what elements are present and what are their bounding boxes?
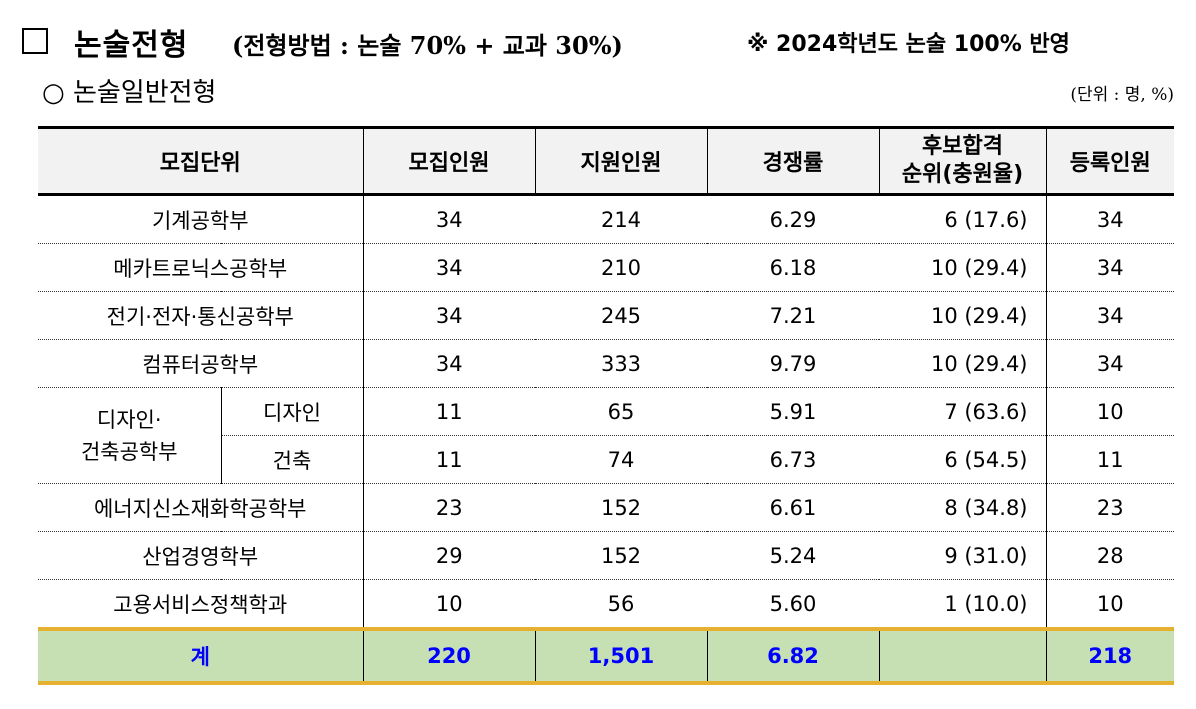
- table-row: 에너지신소재화학공학부 23 152 6.61 8 (34.8) 23: [38, 483, 1174, 532]
- table-row: 산업경영학부 29 152 5.24 9 (31.0) 28: [38, 531, 1174, 580]
- cell-applicants: 152: [535, 531, 707, 580]
- cell-unit-name: 에너지신소재화학공학부: [38, 483, 363, 532]
- cell-group-name: 디자인· 건축공학부: [38, 387, 221, 484]
- cell-unit-name: 기계공학부: [38, 194, 363, 244]
- cell-quota: 34: [362, 194, 535, 244]
- total-ratio: 6.82: [706, 627, 879, 685]
- header-enrolled: 등록인원: [1045, 126, 1174, 196]
- cell-applicants: 210: [535, 243, 707, 292]
- cell-enrolled: 23: [1045, 483, 1174, 532]
- cell-quota: 34: [362, 243, 535, 292]
- cell-unit-name: 고용서비스정책학과: [38, 579, 363, 630]
- total-enrolled: 218: [1045, 627, 1174, 685]
- table-row: 컴퓨터공학부 34 333 9.79 10 (29.4) 34: [38, 339, 1174, 388]
- cell-ratio: 6.29: [707, 194, 879, 244]
- notice-text: ※ 2024학년도 논술 100% 반영: [747, 32, 1070, 57]
- cell-quota: 11: [362, 387, 535, 436]
- unit-label: (단위 : 명, %): [1070, 85, 1174, 105]
- cell-waitlist: 9 (31.0): [879, 531, 1046, 580]
- total-row: 계 220 1,501 6.82 218: [38, 627, 1174, 685]
- table-header-row: 모집단위 모집인원 지원인원 경쟁률 후보합격 순위(충원율) 등록인원: [38, 126, 1174, 196]
- cell-ratio: 5.24: [707, 531, 879, 580]
- cell-applicants: 74: [535, 435, 707, 484]
- cell-enrolled: 34: [1045, 339, 1174, 388]
- cell-waitlist: 8 (34.8): [879, 483, 1046, 532]
- cell-waitlist: 10 (29.4): [879, 243, 1046, 292]
- cell-ratio: 9.79: [707, 339, 879, 388]
- cell-applicants: 214: [535, 194, 707, 244]
- header-applicants: 지원인원: [534, 126, 707, 196]
- section-title: ○ 논술일반전형: [42, 78, 217, 108]
- cell-ratio: 6.18: [707, 243, 879, 292]
- cell-applicants: 56: [535, 579, 707, 630]
- header-waitlist: 후보합격 순위(충원율): [878, 126, 1046, 196]
- table-row: 고용서비스정책학과 10 56 5.60 1 (10.0) 10: [38, 579, 1174, 630]
- group-name-line2: 건축공학부: [80, 439, 178, 464]
- cell-enrolled: 34: [1045, 291, 1174, 340]
- cell-enrolled: 34: [1045, 243, 1174, 292]
- cell-applicants: 152: [535, 483, 707, 532]
- cell-unit-name: 컴퓨터공학부: [38, 339, 363, 388]
- total-applicants: 1,501: [534, 627, 707, 685]
- cell-subunit-name: 디자인: [220, 387, 363, 436]
- cell-waitlist: 6 (17.6): [879, 194, 1046, 244]
- header-ratio: 경쟁률: [706, 126, 879, 196]
- cell-enrolled: 34: [1045, 194, 1174, 244]
- cell-ratio: 6.61: [707, 483, 879, 532]
- admission-table: 모집단위 모집인원 지원인원 경쟁률 후보합격 순위(충원율) 등록인원 기계공…: [38, 126, 1174, 685]
- cell-subunit-name: 건축: [220, 435, 363, 484]
- cell-enrolled: 10: [1045, 387, 1174, 436]
- header-waitlist-line2: 순위(충원율): [901, 162, 1024, 187]
- cell-applicants: 65: [535, 387, 707, 436]
- cell-quota: 23: [362, 483, 535, 532]
- table-row: 메카트로닉스공학부 34 210 6.18 10 (29.4) 34: [38, 243, 1174, 292]
- cell-waitlist: 10 (29.4): [879, 339, 1046, 388]
- cell-quota: 10: [362, 579, 535, 630]
- table-row: 기계공학부 34 214 6.29 6 (17.6) 34: [38, 194, 1174, 244]
- cell-quota: 11: [362, 435, 535, 484]
- cell-quota: 29: [362, 531, 535, 580]
- cell-enrolled: 28: [1045, 531, 1174, 580]
- cell-waitlist: 7 (63.6): [879, 387, 1046, 436]
- cell-ratio: 5.91: [707, 387, 879, 436]
- header-waitlist-line1: 후보합격: [922, 134, 1003, 159]
- total-label: 계: [38, 627, 363, 685]
- header-quota: 모집인원: [362, 126, 535, 196]
- cell-waitlist: 1 (10.0): [879, 579, 1046, 630]
- table-row: 건축 11 74 6.73 6 (54.5) 11: [38, 435, 1174, 484]
- total-quota: 220: [362, 627, 535, 685]
- table-row: 디자인· 건축공학부 디자인 11 65 5.91 7 (63.6) 10: [38, 387, 1174, 484]
- selection-method: (전형방법 : 논술 70% + 교과 30%): [232, 31, 623, 60]
- cell-unit-name: 메카트로닉스공학부: [38, 243, 363, 292]
- cell-applicants: 333: [535, 339, 707, 388]
- cell-enrolled: 11: [1045, 435, 1174, 484]
- cell-unit-name: 산업경영학부: [38, 531, 363, 580]
- cell-waitlist: 6 (54.5): [879, 435, 1046, 484]
- group-name-line1: 디자인·: [96, 407, 162, 432]
- cell-quota: 34: [362, 339, 535, 388]
- cell-waitlist: 10 (29.4): [879, 291, 1046, 340]
- cell-enrolled: 10: [1045, 579, 1174, 630]
- cell-applicants: 245: [535, 291, 707, 340]
- table-row: 전기·전자·통신공학부 34 245 7.21 10 (29.4) 34: [38, 291, 1174, 340]
- checkbox-icon: [22, 28, 48, 54]
- cell-ratio: 6.73: [707, 435, 879, 484]
- header-unit: 모집단위: [38, 126, 363, 196]
- cell-ratio: 5.60: [707, 579, 879, 630]
- page-title: 논술전형: [74, 28, 189, 63]
- cell-unit-name: 전기·전자·통신공학부: [38, 291, 363, 340]
- total-waitlist: [878, 627, 1046, 685]
- cell-quota: 34: [362, 291, 535, 340]
- cell-ratio: 7.21: [707, 291, 879, 340]
